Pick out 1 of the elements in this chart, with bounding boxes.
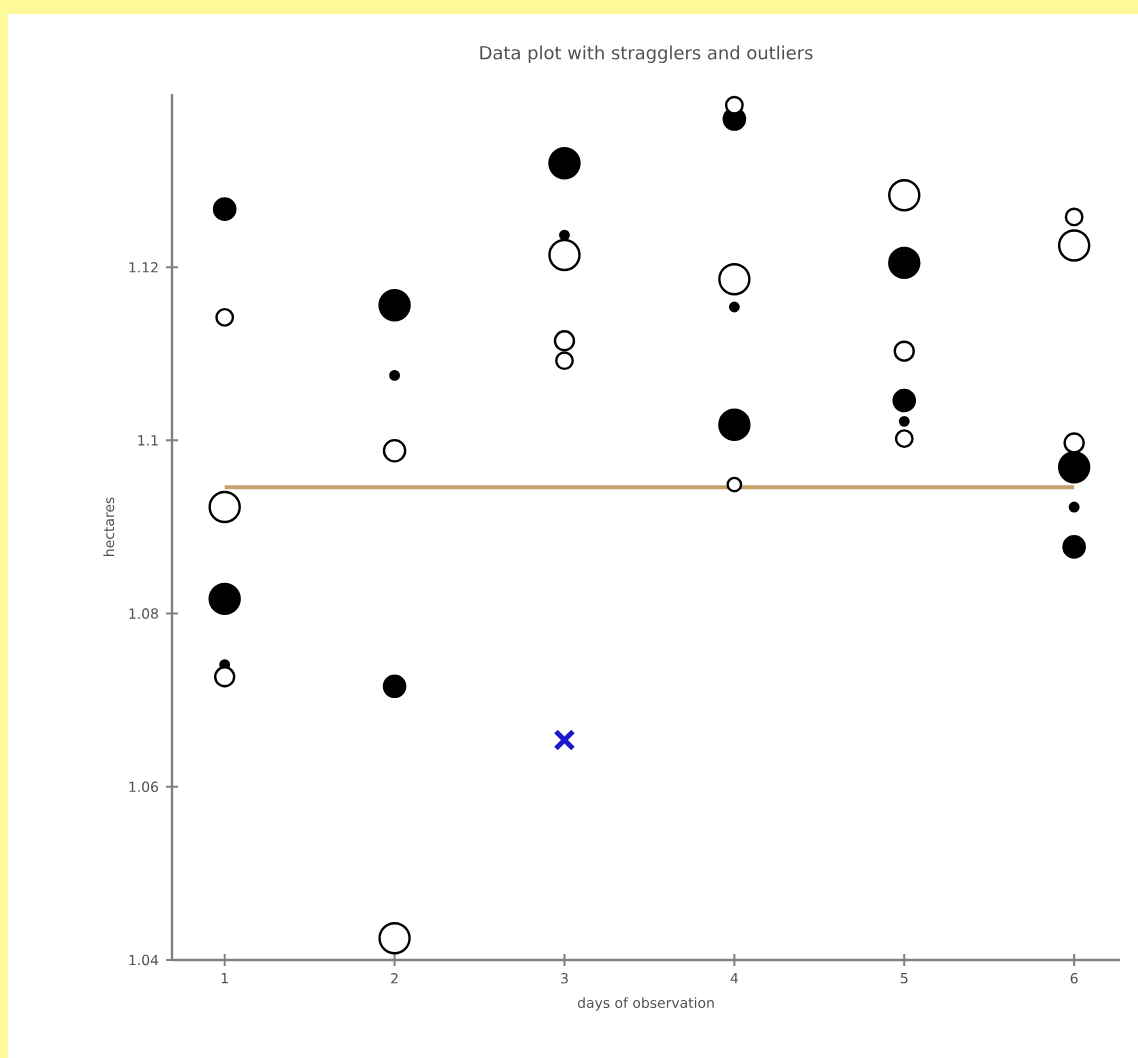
chart-title: Data plot with stragglers and outliers xyxy=(480,45,813,63)
